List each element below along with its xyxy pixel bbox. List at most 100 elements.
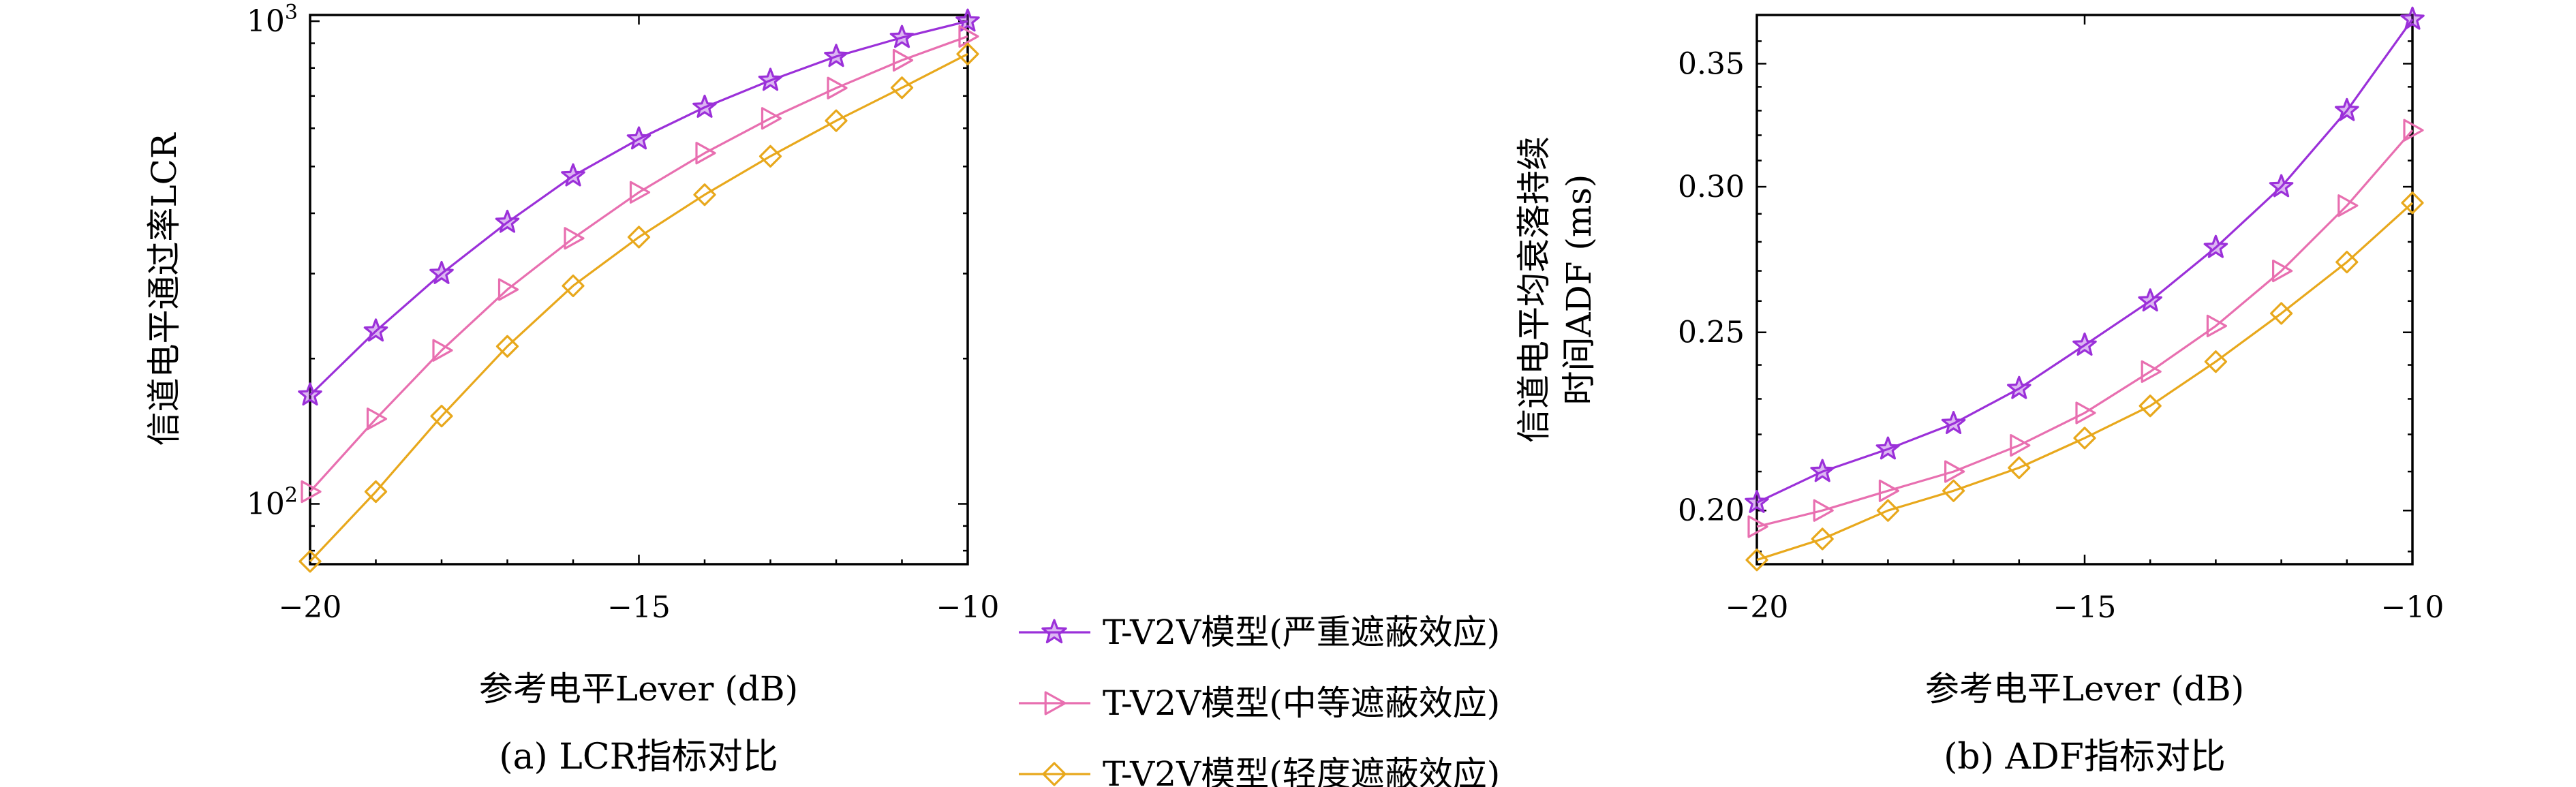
adf-series-0-point-4: [2007, 375, 2031, 399]
lcr-series-1-point-1: [366, 407, 388, 431]
lcr-series-1-point-7: [761, 107, 782, 130]
adf-series-2-point-9: [2335, 251, 2359, 274]
lcr-series-2-point-4: [562, 274, 585, 298]
lcr-series-0-point-7: [758, 67, 783, 91]
series-group-lcr: [298, 8, 980, 573]
lcr-series-1-point-10: [958, 25, 979, 48]
adf-series-1-point-5: [2075, 401, 2096, 425]
adf-series-0-point-0: [1745, 490, 1769, 513]
adf-series-2-point-2: [1876, 499, 1899, 522]
adf-series-1-point-4: [2010, 434, 2031, 457]
lcr-series-1-point-4: [564, 227, 585, 250]
x-tick-label: −15: [2053, 590, 2117, 625]
adf-series-2-point-8: [2270, 302, 2293, 325]
lcr-series-0-point-1: [363, 318, 388, 342]
adf-series-0-point-2: [1875, 436, 1901, 460]
adf-series-line-1: [1756, 129, 2414, 528]
axes-ticks-lcr: −20 −15 −10 102 103: [247, 1, 1000, 625]
lcr-series-2-point-5: [627, 226, 651, 249]
adf-series-1-point-2: [1878, 479, 1899, 502]
lcr-series-2-point-1: [364, 480, 388, 504]
lcr-series-0-point-8: [824, 44, 848, 67]
lcr-series-0-point-2: [429, 260, 454, 284]
adf-series-line-2: [1756, 202, 2414, 561]
legend-marker-2: [1042, 762, 1067, 786]
lcr-series-1-point-0: [301, 480, 322, 504]
x-axis-label-lcr: 参考电平Lever (dB): [479, 669, 798, 709]
lcr-series-2-point-6: [693, 183, 716, 206]
adf-series-2-point-7: [2204, 350, 2227, 373]
lcr-series-0-point-0: [298, 382, 322, 406]
adf-series-1-point-6: [2141, 360, 2162, 383]
lcr-series-1-point-8: [827, 76, 848, 99]
y-tick-label: 102: [247, 483, 298, 521]
lcr-series-2-point-7: [758, 144, 782, 168]
y-tick-label: 0.20: [1678, 493, 1745, 528]
adf-series-2-point-3: [1942, 479, 1965, 502]
caption-lcr: (a) LCR指标对比: [499, 737, 778, 777]
plot-frame-adf: [1755, 14, 2414, 566]
adf-series-1-point-3: [1944, 460, 1965, 483]
y-tick-label: 0.35: [1678, 46, 1745, 81]
adf-series-0-point-1: [1810, 459, 1835, 482]
legend-marker-1: [1044, 691, 1067, 715]
adf-series-0-point-3: [1941, 411, 1966, 434]
lcr-series-1-point-5: [629, 181, 651, 204]
y-axis-label-adf-line2: 时间ADF (ms): [1559, 174, 1599, 405]
x-tick-label: −10: [936, 590, 1000, 625]
lcr-series-line-0: [309, 20, 968, 397]
lcr-series-line-1: [309, 35, 968, 493]
lcr-series-2-point-3: [495, 335, 519, 358]
adf-series-0-point-9: [2335, 97, 2359, 121]
panel-lcr: −20 −15 −10 102 103 参考电平Lever (dB) 信道电平通过率LC…: [144, 1, 999, 777]
adf-series-1-point-9: [2337, 194, 2359, 217]
adf-series-0-point-10: [2400, 6, 2425, 30]
y-tick-label: 0.30: [1678, 170, 1745, 204]
lcr-series-2-point-9: [890, 76, 914, 99]
legend-label-2: T-V2V模型(轻度遮蔽效应): [1103, 754, 1500, 787]
legend-label-1: T-V2V模型(中等遮蔽效应): [1103, 683, 1500, 723]
adf-series-0-point-5: [2072, 333, 2097, 356]
lcr-series-1-point-9: [892, 48, 914, 72]
lcr-series-0-point-5: [626, 126, 651, 150]
panel-adf: −20 −15 −10 0.20 0.25 0.30 0.35 参考电平Lever (dB)…: [1514, 6, 2444, 777]
adf-series-1-point-0: [1747, 515, 1768, 538]
lcr-series-1-point-6: [695, 142, 716, 165]
adf-series-1-point-7: [2206, 314, 2227, 338]
lcr-series-0-point-4: [561, 163, 585, 187]
lcr-series-0-point-10: [955, 8, 980, 32]
adf-series-1-point-1: [1813, 499, 1834, 522]
y-tick-label: 103: [247, 1, 298, 39]
legend: T-V2V模型(严重遮蔽效应) T-V2V模型(中等遮蔽效应) T-V2V模型(轻度…: [1019, 613, 1500, 787]
legend-label-0: T-V2V模型(严重遮蔽效应): [1103, 613, 1500, 652]
lcr-series-2-point-10: [956, 42, 979, 65]
lcr-series-2-point-0: [298, 550, 322, 573]
axes-ticks-adf: −20 −15 −10 0.20 0.25 0.30 0.35: [1678, 15, 2444, 625]
caption-adf: (b) ADF指标对比: [1944, 737, 2226, 777]
x-tick-label: −20: [279, 590, 342, 625]
lcr-series-2-point-8: [825, 109, 848, 132]
y-tick-label: 0.25: [1678, 315, 1745, 350]
adf-series-1-point-10: [2403, 119, 2424, 142]
adf-series-2-point-1: [1811, 527, 1834, 551]
adf-series-2-point-0: [1745, 549, 1768, 572]
series-group-adf: [1745, 6, 2425, 572]
adf-series-0-point-7: [2203, 234, 2228, 258]
lcr-series-0-point-6: [692, 94, 717, 118]
lcr-series-2-point-2: [430, 405, 453, 428]
adf-series-2-point-4: [2008, 456, 2031, 480]
lcr-series-1-point-3: [497, 278, 519, 301]
lcr-series-line-2: [309, 52, 968, 562]
adf-series-line-0: [1756, 18, 2414, 504]
x-tick-label: −20: [1726, 590, 1789, 625]
legend-marker-0: [1041, 619, 1067, 644]
lcr-series-0-point-9: [889, 25, 915, 48]
y-axis-label-lcr: 信道电平通过率LCR: [144, 132, 184, 446]
x-tick-label: −15: [607, 590, 671, 625]
x-axis-label-adf: 参考电平Lever (dB): [1925, 669, 2244, 709]
lcr-series-1-point-2: [432, 339, 453, 362]
plot-frame-lcr: [309, 14, 969, 566]
adf-series-2-point-5: [2073, 427, 2096, 450]
lcr-series-0-point-3: [495, 209, 520, 233]
